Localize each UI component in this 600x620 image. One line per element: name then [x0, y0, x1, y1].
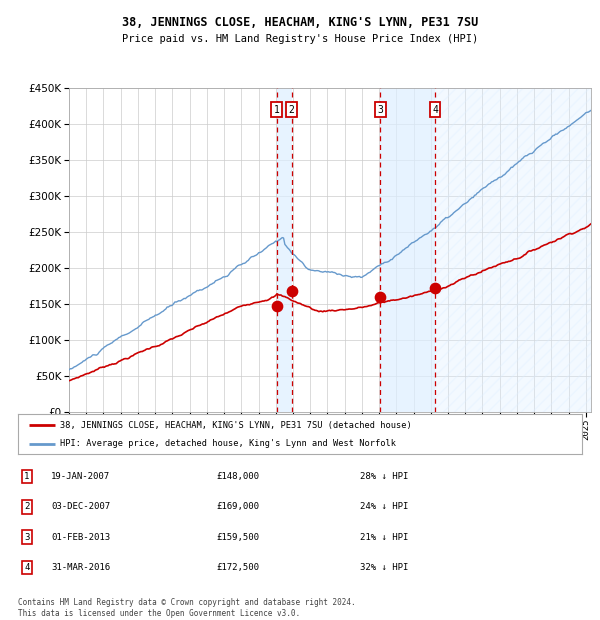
Bar [435, 88, 591, 412]
Text: £148,000: £148,000 [216, 472, 259, 481]
Text: Price paid vs. HM Land Registry's House Price Index (HPI): Price paid vs. HM Land Registry's House … [122, 34, 478, 44]
Text: £172,500: £172,500 [216, 563, 259, 572]
Point [272, 301, 281, 311]
Text: 3: 3 [377, 105, 383, 115]
Point [376, 293, 385, 303]
Text: 32% ↓ HPI: 32% ↓ HPI [360, 563, 409, 572]
Text: 38, JENNINGS CLOSE, HEACHAM, KING'S LYNN, PE31 7SU (detached house): 38, JENNINGS CLOSE, HEACHAM, KING'S LYNN… [60, 421, 412, 430]
Text: 1: 1 [25, 472, 29, 481]
Text: This data is licensed under the Open Government Licence v3.0.: This data is licensed under the Open Gov… [18, 609, 300, 618]
Text: 31-MAR-2016: 31-MAR-2016 [51, 563, 110, 572]
Text: 21% ↓ HPI: 21% ↓ HPI [360, 533, 409, 542]
Point [430, 283, 440, 293]
Text: 01-FEB-2013: 01-FEB-2013 [51, 533, 110, 542]
Text: 3: 3 [25, 533, 29, 542]
Bar [277, 88, 292, 412]
Text: 1: 1 [274, 105, 280, 115]
Text: Contains HM Land Registry data © Crown copyright and database right 2024.: Contains HM Land Registry data © Crown c… [18, 598, 356, 607]
Text: 28% ↓ HPI: 28% ↓ HPI [360, 472, 409, 481]
Text: 19-JAN-2007: 19-JAN-2007 [51, 472, 110, 481]
Text: 4: 4 [25, 563, 29, 572]
Text: 2: 2 [289, 105, 295, 115]
Text: £169,000: £169,000 [216, 502, 259, 512]
Text: 03-DEC-2007: 03-DEC-2007 [51, 502, 110, 512]
Text: £159,500: £159,500 [216, 533, 259, 542]
Text: 24% ↓ HPI: 24% ↓ HPI [360, 502, 409, 512]
Text: 2: 2 [25, 502, 29, 512]
Text: HPI: Average price, detached house, King's Lynn and West Norfolk: HPI: Average price, detached house, King… [60, 440, 397, 448]
Bar [380, 88, 435, 412]
Text: 38, JENNINGS CLOSE, HEACHAM, KING'S LYNN, PE31 7SU: 38, JENNINGS CLOSE, HEACHAM, KING'S LYNN… [122, 16, 478, 29]
Text: 4: 4 [432, 105, 438, 115]
Point [287, 286, 296, 296]
